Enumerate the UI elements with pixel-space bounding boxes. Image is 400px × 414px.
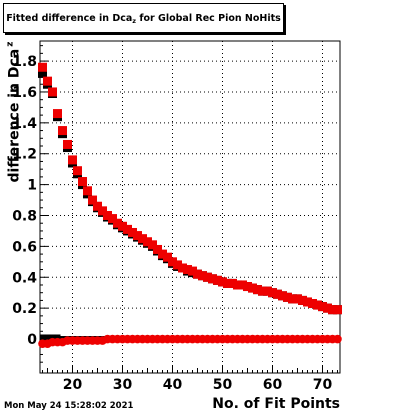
red-square-point	[113, 218, 122, 228]
red-square-point	[328, 305, 337, 315]
x-axis-label: No. of Fit Points	[212, 396, 340, 412]
y-tick-label: 1.4	[12, 116, 37, 132]
red-square-point	[108, 214, 117, 224]
red-square-point	[273, 289, 282, 299]
red-square-point	[73, 166, 82, 176]
red-square-point	[228, 278, 237, 288]
red-square-point	[38, 62, 47, 72]
black-zero-point	[54, 334, 61, 341]
x-tick-label: 40	[163, 377, 183, 393]
red-square-point	[143, 237, 152, 247]
red-square-point	[98, 206, 107, 216]
red-square-point	[203, 272, 212, 282]
red-square-point	[178, 263, 187, 273]
black-zero-point	[44, 334, 51, 341]
black-square-point	[38, 68, 47, 78]
red-circle-point	[333, 334, 342, 344]
red-square-point	[68, 155, 77, 165]
x-tick-label: 30	[113, 377, 133, 393]
red-square-point	[173, 260, 182, 270]
red-square-point	[58, 126, 67, 136]
y-tick-label: 1.6	[12, 85, 37, 101]
y-tick-label: 0.6	[12, 239, 37, 255]
red-square-point	[248, 283, 257, 293]
red-square-point	[153, 244, 162, 254]
y-tick-label: 0.4	[12, 270, 37, 286]
red-square-point	[158, 249, 167, 259]
red-square-point	[208, 274, 217, 284]
y-tick-label: 0	[27, 332, 37, 348]
red-square-point	[43, 76, 52, 86]
red-square-point	[313, 300, 322, 310]
red-square-point	[293, 294, 302, 304]
black-zero-point	[39, 334, 46, 341]
y-tick-label: 1.8	[12, 54, 37, 70]
y-axis-label-subscript: z	[5, 41, 16, 47]
red-square-point	[258, 286, 267, 296]
red-square-point	[333, 305, 342, 315]
red-square-point	[218, 277, 227, 287]
red-square-point	[318, 302, 327, 312]
x-tick-label: 50	[213, 377, 233, 393]
red-square-point	[48, 87, 57, 97]
y-axis-label: difference in Dcaz	[5, 41, 23, 183]
red-square-point	[223, 278, 232, 288]
red-square-point	[88, 195, 97, 205]
red-square-point	[193, 269, 202, 279]
red-square-point	[83, 186, 92, 196]
red-square-point	[278, 291, 287, 301]
y-tick-label: 0.8	[12, 208, 37, 224]
red-square-point	[183, 265, 192, 275]
y-tick-label: 1	[27, 178, 37, 194]
y-tick-label: 0.2	[12, 301, 37, 317]
red-square-point	[198, 271, 207, 281]
chart-title: Fitted difference in Dcaz for Global Rec…	[6, 13, 281, 25]
x-tick-label: 60	[263, 377, 283, 393]
red-square-point	[118, 221, 127, 231]
red-square-point	[63, 139, 72, 149]
red-square-point	[308, 299, 317, 309]
plot-frame	[39, 40, 341, 374]
x-tick-label: 20	[63, 377, 83, 393]
red-square-point	[163, 252, 172, 262]
red-square-point	[323, 303, 332, 313]
red-square-point	[128, 227, 137, 237]
red-square-point	[238, 280, 247, 290]
red-square-point	[233, 280, 242, 290]
x-tick-label: 70	[313, 377, 333, 393]
red-square-point	[263, 286, 272, 296]
red-square-point	[123, 224, 132, 234]
red-square-point	[78, 177, 87, 187]
red-square-point	[133, 231, 142, 241]
y-tick-label: 1.2	[12, 147, 37, 163]
red-square-point	[253, 285, 262, 295]
red-square-point	[288, 294, 297, 304]
red-square-point	[103, 210, 112, 220]
black-zero-point	[49, 334, 56, 341]
red-square-point	[243, 282, 252, 292]
title-subscript: z	[132, 17, 137, 25]
red-square-point	[148, 240, 157, 250]
red-square-point	[213, 275, 222, 285]
red-square-point	[53, 109, 62, 119]
red-square-point	[138, 234, 147, 244]
red-square-point	[93, 201, 102, 211]
red-square-point	[298, 295, 307, 305]
red-square-point	[268, 288, 277, 298]
title-box: Fitted difference in Dcaz for Global Rec…	[3, 3, 284, 33]
red-square-point	[303, 297, 312, 307]
red-square-point	[283, 292, 292, 302]
red-square-point	[188, 266, 197, 276]
timestamp: Mon May 24 15:28:02 2021	[4, 401, 134, 411]
red-square-point	[168, 257, 177, 267]
